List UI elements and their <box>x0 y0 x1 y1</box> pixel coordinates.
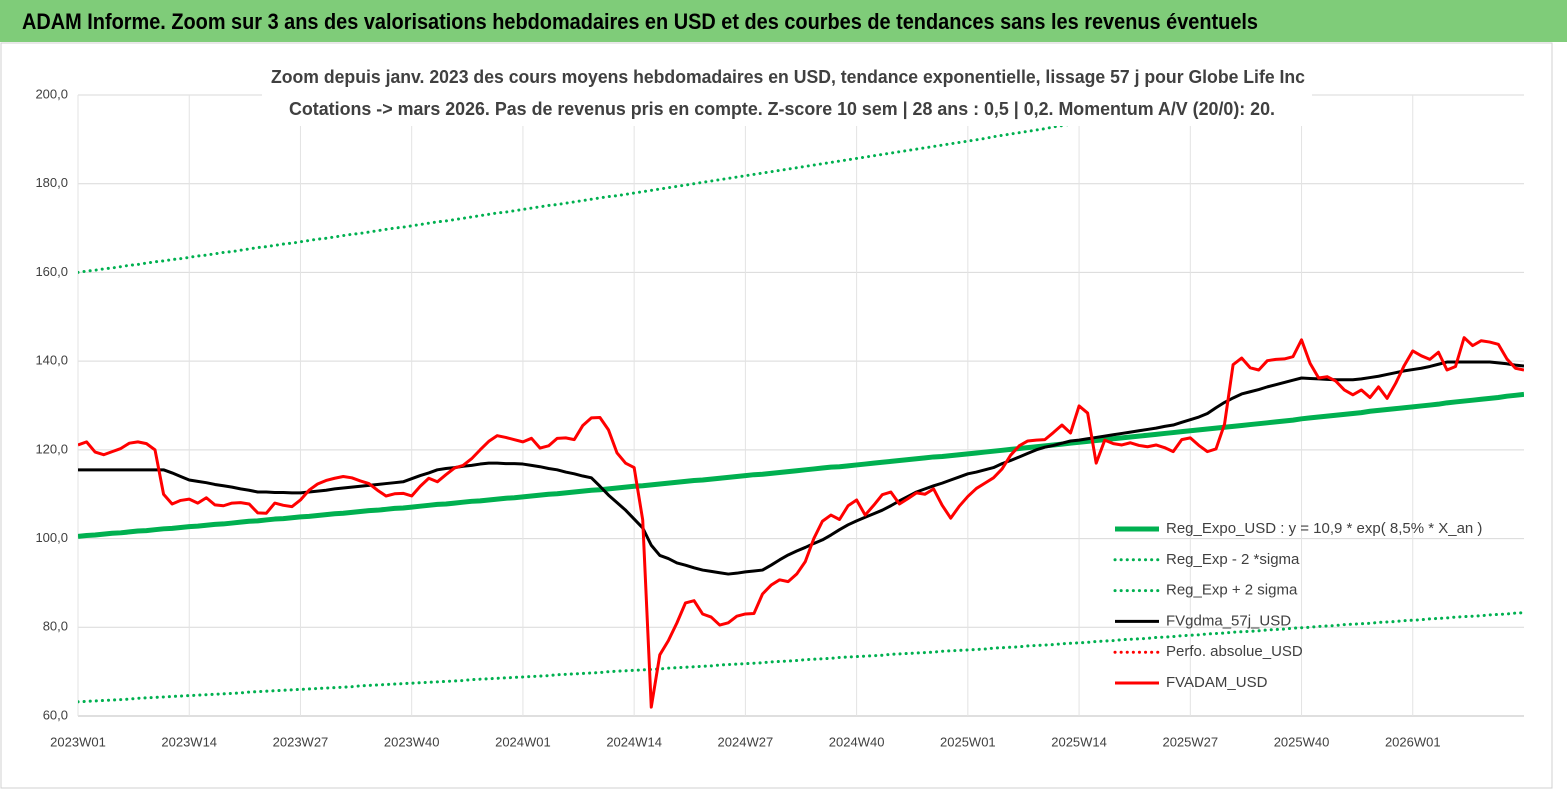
data-line <box>78 611 1524 704</box>
x-tick-label: 2025W27 <box>1162 734 1218 749</box>
legend-label: FVgdma_57j_USD <box>1166 612 1291 629</box>
chart-frame <box>0 42 1553 789</box>
chart-subtitle: Cotations -> mars 2026. Pas de revenus p… <box>289 99 1275 119</box>
y-tick-label: 80,0 <box>43 619 68 634</box>
legend-label: Reg_Exp + 2 sigma <box>1166 582 1298 599</box>
y-tick-label: 60,0 <box>43 707 68 722</box>
x-tick-label: 2025W40 <box>1274 734 1330 749</box>
x-tick-label: 2026W01 <box>1385 734 1441 749</box>
legend-label: Reg_Exp - 2 *sigma <box>1166 551 1300 568</box>
data-line <box>78 360 1524 576</box>
data-line <box>78 391 1524 539</box>
x-tick-label: 2024W27 <box>718 734 774 749</box>
chart-title: Zoom depuis janv. 2023 des cours moyens … <box>271 67 1305 87</box>
legend-label: Reg_Expo_USD : y = 10,9 * exp( 8,5% * X_… <box>1166 520 1482 537</box>
y-tick-label: 120,0 <box>35 441 68 456</box>
x-tick-label: 2024W14 <box>606 734 662 749</box>
x-tick-label: 2025W01 <box>940 734 996 749</box>
legend-label: FVADAM_USD <box>1166 674 1268 691</box>
y-tick-label: 140,0 <box>35 353 68 368</box>
data-line <box>78 336 1524 709</box>
y-tick-label: 100,0 <box>35 530 68 545</box>
y-tick-label: 200,0 <box>35 86 68 101</box>
x-tick-label: 2023W27 <box>273 734 329 749</box>
x-tick-label: 2024W40 <box>829 734 885 749</box>
title-box <box>262 62 1312 126</box>
header-title: ADAM Informe. Zoom sur 3 ans des valoris… <box>22 9 1258 34</box>
x-tick-label: 2023W14 <box>161 734 217 749</box>
y-tick-label: 180,0 <box>35 175 68 190</box>
x-tick-label: 2023W40 <box>384 734 440 749</box>
x-tick-label: 2023W01 <box>50 734 106 749</box>
x-tick-label: 2024W01 <box>495 734 551 749</box>
header-band <box>0 0 1567 42</box>
legend-label: Perfo. absolue_USD <box>1166 643 1303 660</box>
data-line <box>78 95 1255 274</box>
x-tick-label: 2025W14 <box>1051 734 1107 749</box>
y-tick-label: 160,0 <box>35 264 68 279</box>
